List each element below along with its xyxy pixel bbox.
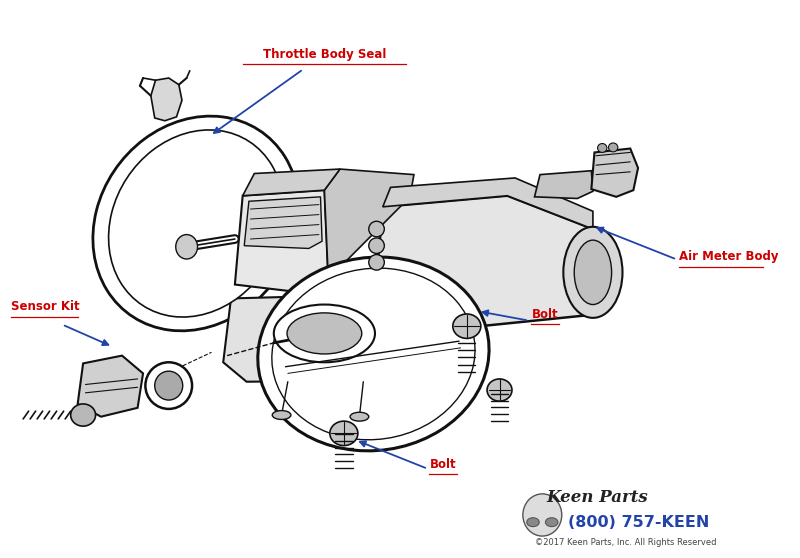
- Polygon shape: [324, 169, 414, 279]
- Ellipse shape: [523, 494, 562, 536]
- Ellipse shape: [563, 227, 622, 318]
- Polygon shape: [78, 355, 143, 417]
- Ellipse shape: [70, 404, 95, 426]
- Ellipse shape: [453, 314, 481, 338]
- Ellipse shape: [350, 412, 369, 421]
- Text: Sensor Kit: Sensor Kit: [10, 300, 79, 314]
- Text: (800) 757-KEEN: (800) 757-KEEN: [568, 515, 710, 530]
- Text: Bolt: Bolt: [531, 307, 558, 321]
- Ellipse shape: [109, 130, 283, 317]
- Text: ©2017 Keen Parts, Inc. All Rights Reserved: ©2017 Keen Parts, Inc. All Rights Reserv…: [534, 537, 716, 547]
- Ellipse shape: [146, 362, 192, 409]
- Ellipse shape: [369, 222, 384, 237]
- Ellipse shape: [330, 421, 358, 446]
- Ellipse shape: [274, 305, 375, 362]
- Ellipse shape: [369, 238, 384, 253]
- Ellipse shape: [287, 313, 362, 354]
- Ellipse shape: [598, 143, 607, 152]
- Ellipse shape: [258, 257, 489, 451]
- Ellipse shape: [154, 371, 182, 400]
- Ellipse shape: [526, 518, 539, 527]
- Polygon shape: [534, 171, 593, 199]
- Polygon shape: [223, 293, 465, 382]
- Polygon shape: [591, 148, 638, 197]
- Text: Keen Parts: Keen Parts: [546, 489, 648, 506]
- Polygon shape: [151, 78, 182, 121]
- Text: Bolt: Bolt: [430, 458, 456, 470]
- Ellipse shape: [176, 234, 198, 259]
- Ellipse shape: [546, 518, 558, 527]
- Ellipse shape: [609, 143, 618, 152]
- Polygon shape: [244, 197, 322, 248]
- Polygon shape: [375, 196, 593, 326]
- Ellipse shape: [574, 240, 611, 305]
- Ellipse shape: [272, 268, 475, 440]
- Ellipse shape: [93, 116, 299, 331]
- Polygon shape: [235, 190, 328, 293]
- Ellipse shape: [272, 411, 291, 420]
- Polygon shape: [382, 178, 593, 229]
- Text: Throttle Body Seal: Throttle Body Seal: [262, 48, 386, 61]
- Ellipse shape: [487, 379, 512, 401]
- Text: Air Meter Body: Air Meter Body: [678, 251, 778, 263]
- Ellipse shape: [369, 254, 384, 270]
- Polygon shape: [242, 169, 340, 196]
